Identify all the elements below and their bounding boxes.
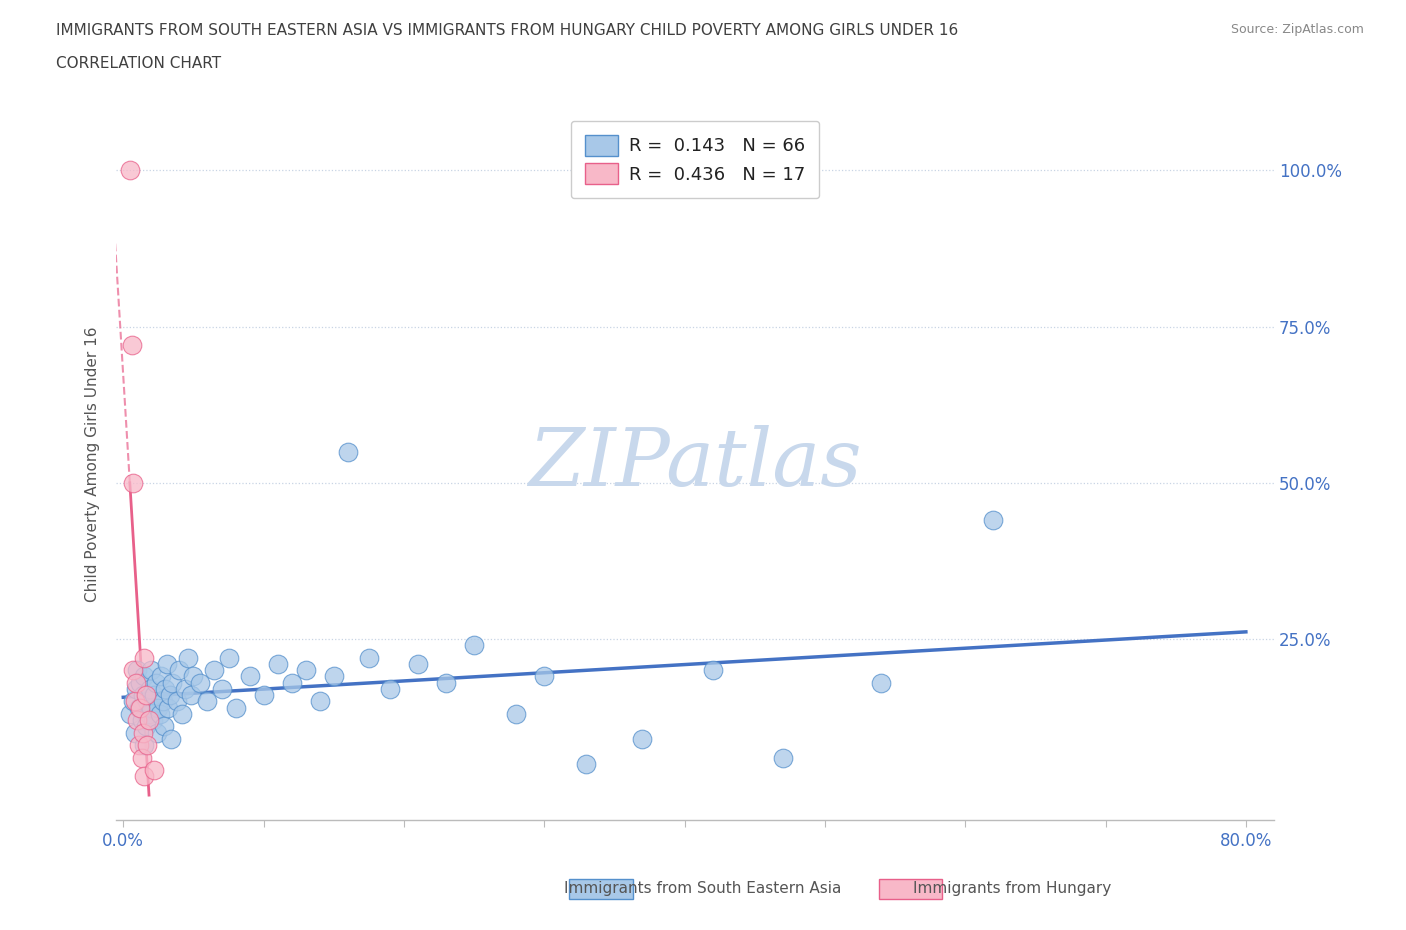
Point (294, 663, 316, 678)
Point (134, 737, 156, 752)
Point (166, 694, 188, 709)
Point (143, 763, 166, 777)
Point (406, 657, 429, 671)
Point (125, 682, 148, 697)
Point (135, 687, 157, 702)
Point (122, 663, 145, 678)
Point (138, 712, 160, 727)
Legend: R =  0.143   N = 66, R =  0.436   N = 17: R = 0.143 N = 66, R = 0.436 N = 17 (571, 121, 820, 198)
Point (177, 650, 200, 665)
Text: IMMIGRANTS FROM SOUTH EASTERN ASIA VS IMMIGRANTS FROM HUNGARY CHILD POVERTY AMON: IMMIGRANTS FROM SOUTH EASTERN ASIA VS IM… (56, 23, 959, 38)
Point (702, 663, 724, 678)
Point (190, 675, 212, 690)
Point (169, 663, 191, 678)
Text: Source: ZipAtlas.com: Source: ZipAtlas.com (1230, 23, 1364, 36)
Point (308, 694, 330, 709)
Point (322, 669, 344, 684)
Point (122, 694, 145, 709)
Point (143, 687, 166, 702)
Text: Immigrants from South Eastern Asia: Immigrants from South Eastern Asia (564, 881, 842, 896)
Point (218, 650, 240, 665)
Point (463, 638, 485, 653)
Point (127, 712, 149, 727)
Point (132, 687, 155, 702)
Point (152, 694, 174, 709)
Point (120, 707, 142, 722)
Point (156, 657, 179, 671)
Point (631, 732, 654, 747)
Point (127, 663, 149, 678)
Text: CORRELATION CHART: CORRELATION CHART (56, 56, 221, 71)
Point (172, 707, 194, 722)
Point (120, 163, 142, 178)
Point (134, 650, 156, 665)
Point (150, 669, 173, 684)
Point (225, 700, 247, 715)
Point (252, 687, 274, 702)
Point (155, 682, 177, 697)
Point (357, 650, 380, 665)
Point (378, 682, 401, 697)
Point (132, 725, 155, 740)
Point (157, 700, 180, 715)
Point (141, 700, 163, 715)
Point (148, 700, 170, 715)
Point (131, 712, 153, 727)
Point (159, 687, 181, 702)
Point (280, 675, 302, 690)
Point (575, 756, 598, 771)
Point (128, 700, 150, 715)
Point (146, 725, 169, 740)
Point (139, 682, 162, 697)
Point (183, 669, 205, 684)
Point (160, 732, 183, 747)
Point (981, 512, 1004, 527)
Point (239, 669, 262, 684)
Point (162, 675, 184, 690)
Point (134, 669, 156, 684)
Point (134, 769, 156, 784)
Point (135, 719, 157, 734)
Point (149, 707, 172, 722)
Point (121, 338, 143, 352)
Point (129, 675, 152, 690)
Point (153, 719, 176, 734)
Point (434, 675, 457, 690)
Point (174, 682, 197, 697)
Point (197, 694, 219, 709)
Point (145, 675, 167, 690)
Point (211, 682, 233, 697)
Point (772, 751, 794, 765)
Text: ZIPatlas: ZIPatlas (529, 425, 862, 503)
Point (533, 669, 555, 684)
Point (180, 687, 202, 702)
Point (204, 663, 226, 678)
Point (505, 707, 527, 722)
Point (128, 737, 150, 752)
Point (336, 445, 359, 459)
Point (124, 725, 146, 740)
Y-axis label: Child Poverty Among Girls Under 16: Child Poverty Among Girls Under 16 (86, 326, 100, 602)
Point (266, 657, 288, 671)
Point (870, 675, 893, 690)
Point (125, 675, 148, 690)
Point (141, 663, 163, 678)
Point (129, 700, 152, 715)
Point (122, 475, 145, 490)
Point (131, 751, 153, 765)
Point (142, 712, 165, 727)
Point (124, 694, 146, 709)
Text: Immigrants from Hungary: Immigrants from Hungary (912, 881, 1112, 896)
Point (136, 737, 159, 752)
Point (136, 694, 159, 709)
Point (138, 707, 160, 722)
